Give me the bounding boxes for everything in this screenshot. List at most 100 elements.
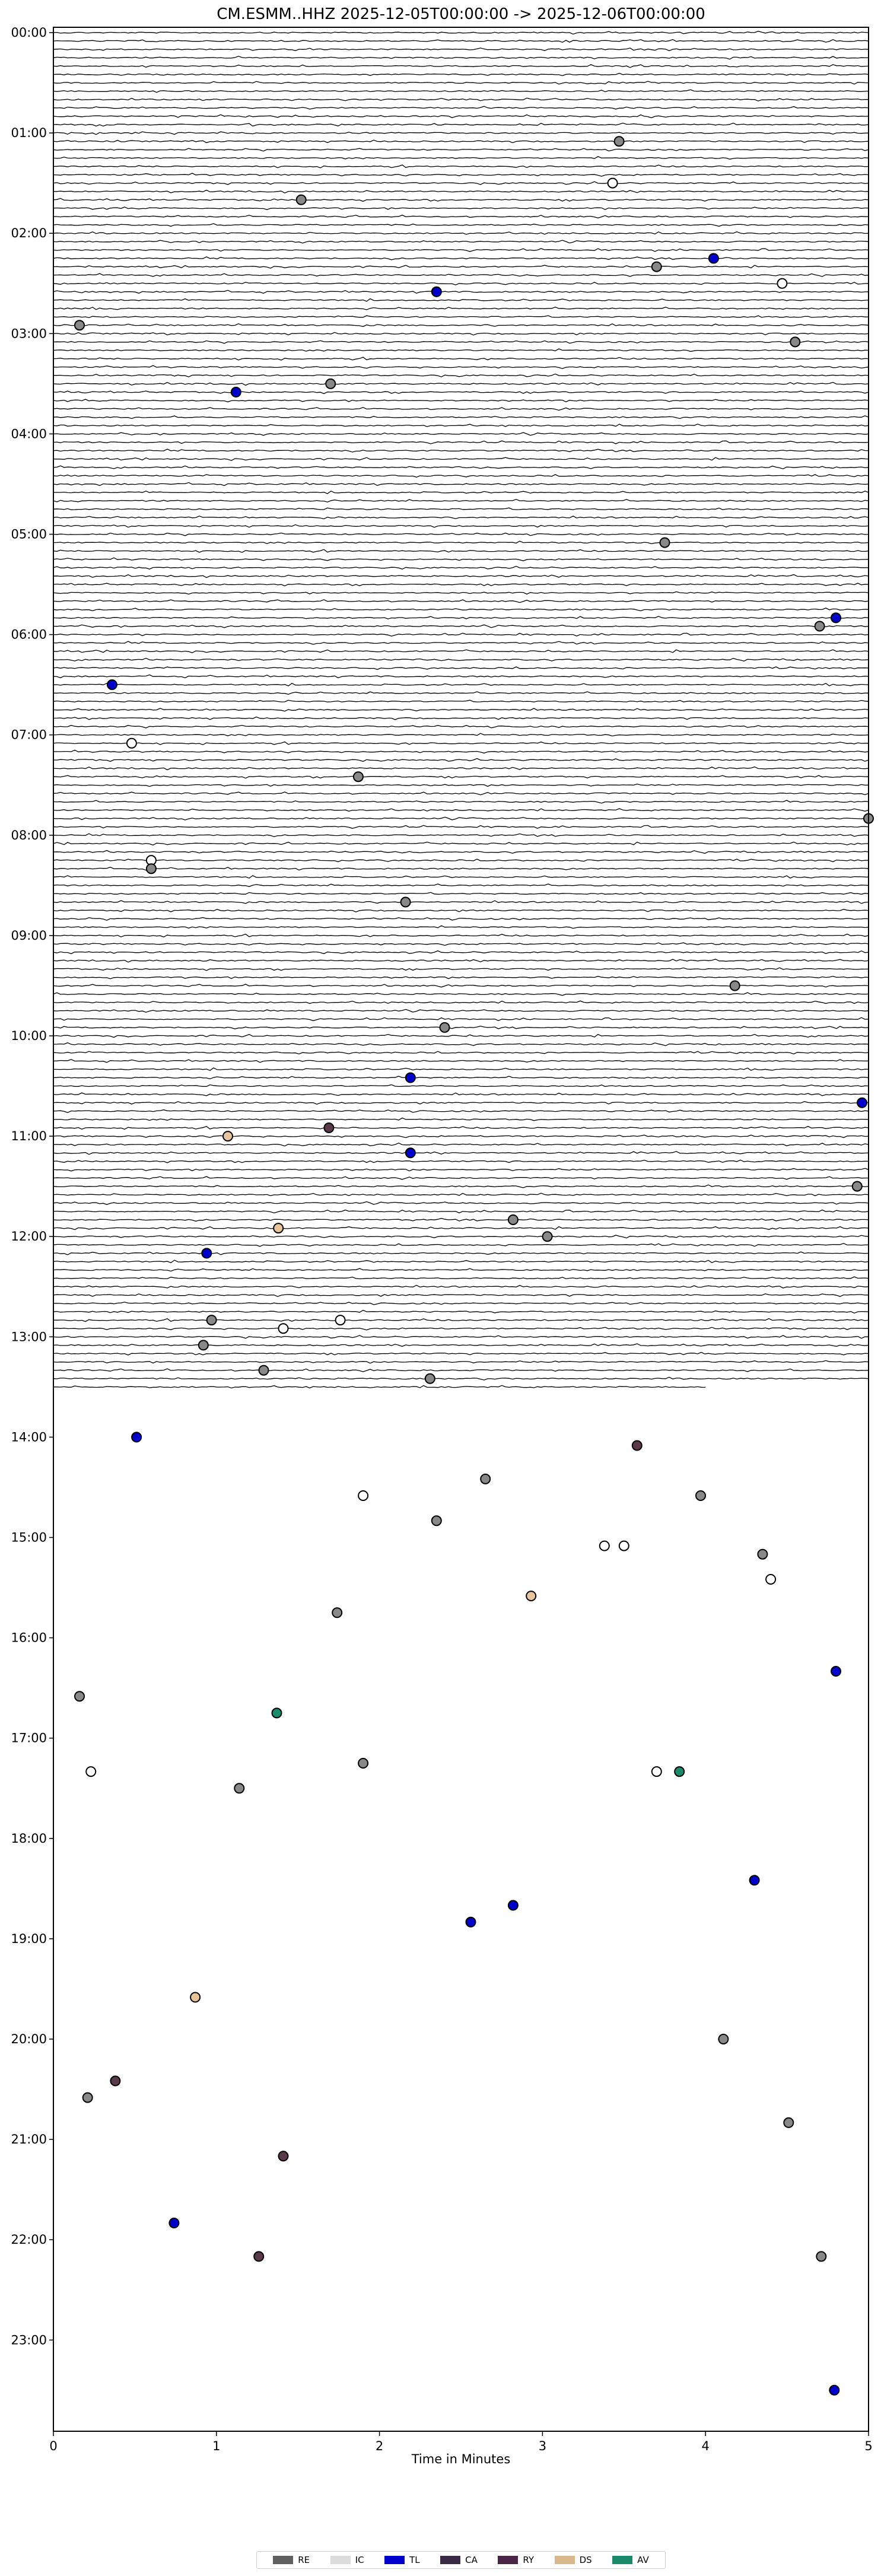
event-point-tl <box>857 1097 867 1108</box>
trace-row <box>53 64 869 68</box>
legend-label: IC <box>355 2555 364 2565</box>
trace-row <box>53 749 869 754</box>
hour-label: 22:00 <box>11 2232 47 2247</box>
trace-row <box>53 624 869 628</box>
trace-row <box>53 1327 869 1331</box>
event-point-re <box>400 896 411 908</box>
trace-row <box>53 164 869 168</box>
trace-row <box>53 357 869 361</box>
trace-row <box>53 1033 869 1038</box>
x-tick-label: 2 <box>376 2439 383 2453</box>
event-point-re <box>258 1365 269 1376</box>
trace-row <box>53 1168 869 1172</box>
trace-row <box>53 1017 869 1022</box>
trace-row <box>53 1226 869 1230</box>
trace-row <box>53 524 869 528</box>
trace-row <box>53 557 869 561</box>
trace-row <box>53 122 869 127</box>
trace-row <box>53 415 869 419</box>
trace-row <box>53 256 869 260</box>
hour-label: 06:00 <box>11 628 47 642</box>
trace-row <box>53 1293 869 1297</box>
trace-row <box>53 1360 869 1364</box>
event-point-tl <box>708 253 719 264</box>
event-point-re <box>325 378 336 389</box>
event-point-re <box>352 771 364 783</box>
event-point-tl <box>749 1875 760 1886</box>
event-point-re <box>198 1340 209 1351</box>
trace-row <box>53 231 869 235</box>
event-point-ic <box>85 1766 97 1777</box>
legend-label: CA <box>465 2555 478 2565</box>
trace-row <box>53 490 869 494</box>
x-tick-label: 5 <box>864 2439 872 2453</box>
trace-row <box>53 474 869 478</box>
event-point-ic <box>777 278 788 289</box>
event-point-re <box>74 1691 85 1702</box>
trace-row <box>53 683 869 686</box>
trace-row <box>53 724 869 729</box>
trace-row <box>53 424 869 427</box>
trace-row <box>53 933 869 938</box>
trace-row <box>53 1302 869 1305</box>
hour-label: 04:00 <box>11 427 47 441</box>
trace-row <box>53 214 869 219</box>
trace-row <box>53 1059 869 1063</box>
trace-row <box>53 532 869 536</box>
trace-row <box>53 114 869 119</box>
trace-row <box>53 1109 869 1114</box>
trace-row <box>53 1151 869 1155</box>
trace-row <box>53 1142 869 1147</box>
plot-frame <box>53 27 869 2432</box>
event-point-re <box>424 1373 435 1384</box>
x-tick-label: 3 <box>539 2439 546 2453</box>
trace-row <box>53 1084 869 1087</box>
trace-row <box>53 189 869 194</box>
event-point-ic <box>358 1490 369 1501</box>
event-point-re <box>206 1315 217 1326</box>
trace-row <box>53 599 869 603</box>
trace-row <box>53 841 869 846</box>
event-point-ry <box>323 1122 335 1133</box>
hour-label: 09:00 <box>11 928 47 943</box>
event-point-tl <box>405 1147 416 1159</box>
trace-row <box>53 850 869 854</box>
event-point-re <box>783 2117 794 2128</box>
hour-label: 00:00 <box>11 26 47 40</box>
trace-row <box>53 1117 869 1121</box>
trace-row <box>53 47 869 52</box>
trace-row <box>53 399 869 403</box>
trace-row <box>53 81 869 85</box>
event-point-ds <box>190 1992 201 2003</box>
trace-row <box>53 574 869 578</box>
trace-row <box>53 591 869 595</box>
trace-row <box>53 641 869 645</box>
event-point-re <box>332 1607 343 1618</box>
x-tick-label: 1 <box>212 2439 220 2453</box>
trace-row <box>53 1092 869 1096</box>
trace-row <box>53 867 869 871</box>
trace-row <box>53 984 869 988</box>
trace-row <box>53 89 869 93</box>
trace-row <box>53 1051 869 1055</box>
hour-label: 03:00 <box>11 326 47 341</box>
trace-row <box>53 800 869 804</box>
trace-row <box>53 892 869 895</box>
legend-swatch <box>384 2556 405 2564</box>
trace-row <box>53 1368 869 1372</box>
event-point-ic <box>599 1540 610 1551</box>
trace-row <box>53 381 869 386</box>
event-point-re <box>757 1548 768 1560</box>
trace-row <box>53 1217 869 1222</box>
hour-label: 23:00 <box>11 2333 47 2347</box>
trace-row <box>53 1376 869 1381</box>
trace-row <box>53 223 869 227</box>
event-point-av <box>271 1707 282 1719</box>
legend-item: RE <box>273 2555 310 2565</box>
trace-row <box>53 56 869 60</box>
trace-row <box>53 482 869 486</box>
trace-row <box>53 1176 869 1180</box>
trace-row <box>53 106 869 110</box>
event-point-ds <box>273 1223 284 1234</box>
